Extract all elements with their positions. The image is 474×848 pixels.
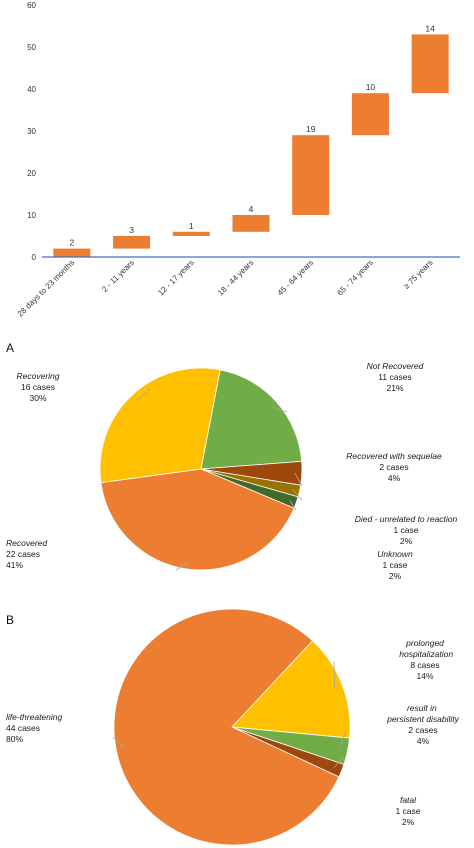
- bar-data-label: 2: [69, 238, 74, 248]
- leader-line: [175, 561, 189, 571]
- y-tick-label: 0: [32, 253, 37, 262]
- y-tick-label: 30: [27, 127, 36, 136]
- slice-percent-label: 80%: [6, 734, 23, 744]
- waterfall-bar: [53, 248, 91, 257]
- slice-name-label: Not Recovered: [367, 361, 424, 371]
- pie-slice: [113, 608, 340, 846]
- slice-count-label: 2 cases: [408, 725, 437, 735]
- slice-label: Unknown 1 case 2%: [377, 549, 413, 581]
- y-tick-label: 10: [27, 211, 36, 220]
- slice-label: life-threatening 44 cases 80%: [6, 712, 63, 744]
- panel-label: B: [6, 613, 14, 627]
- slice-name-label: fatal: [400, 795, 417, 805]
- slice-percent-label: 4%: [388, 473, 401, 483]
- y-tick-label: 20: [27, 169, 36, 178]
- y-tick-label: 60: [27, 1, 36, 10]
- pie-slice: [200, 369, 303, 470]
- bar-data-label: 4: [249, 204, 254, 214]
- leader-line: [270, 406, 288, 413]
- slice-label: Recovered 22 cases 41%: [6, 538, 47, 570]
- slice-count-label: 11 cases: [378, 372, 411, 382]
- slice-percent-label: 2%: [402, 817, 415, 827]
- slice-count-label: 16 cases: [21, 382, 55, 392]
- y-tick-label: 40: [27, 85, 36, 94]
- x-tick-label: 12 - 17 years: [156, 258, 195, 297]
- slice-percent-label: 21%: [386, 383, 403, 393]
- panel-label: A: [6, 341, 14, 355]
- slice-percent-label: 41%: [6, 560, 23, 570]
- slice-percent-label: 2%: [400, 536, 413, 546]
- waterfall-bar: [113, 236, 151, 249]
- x-tick-label: 28 days to 23 months: [16, 258, 76, 318]
- slice-percent-label: 4%: [417, 736, 430, 746]
- slice-count-label: 8 cases: [410, 660, 439, 670]
- slice-label: result in persistent disability 2 cases 4%: [386, 703, 460, 746]
- slice-percent-label: 2%: [389, 571, 402, 581]
- slice-name-label: Unknown: [377, 549, 413, 559]
- x-tick-label: 45 - 64 years: [276, 258, 315, 297]
- x-tick-label: 65 - 74 years: [335, 258, 374, 297]
- slice-count-label: 1 case: [395, 806, 420, 816]
- slice-name-label: Recovering: [17, 371, 60, 381]
- x-tick-label: 18 - 44 years: [216, 258, 255, 297]
- slice-label: Recovered with sequelae 2 cases 4%: [346, 451, 442, 483]
- leader-line: [338, 732, 346, 750]
- slice-name-label: result in: [407, 703, 439, 713]
- waterfall-chart: 0 10 20 30 40 50 60 2 28 days to 23 months 3 2 - 1…: [16, 1, 460, 319]
- x-tick-label: 2 - 11 years: [100, 258, 136, 294]
- slice-name-label: life-threatening: [6, 712, 63, 722]
- bar-data-label: 14: [425, 23, 435, 33]
- slice-name-label-cont: hospitalization: [397, 649, 454, 659]
- slice-count-label: 1 case: [382, 560, 407, 570]
- waterfall-bar: [232, 215, 270, 232]
- x-tick-label: ≥ 75 years: [402, 258, 435, 291]
- slice-percent-label: 14%: [416, 671, 433, 681]
- pie-slice: [99, 367, 221, 484]
- slice-percent-label: 30%: [29, 393, 46, 403]
- slice-count-label: 44 cases: [6, 723, 40, 733]
- waterfall-bar: [292, 135, 330, 215]
- bar-data-label: 3: [129, 225, 134, 235]
- slice-count-label: 2 cases: [379, 462, 408, 472]
- waterfall-bar: [351, 93, 389, 136]
- slice-name-label: prolonged: [405, 638, 444, 648]
- slice-name-label-cont: persistent disability: [386, 714, 460, 724]
- leader-line: [333, 756, 345, 768]
- slice-label: Not Recovered 11 cases 21%: [367, 361, 424, 393]
- slice-label: prolonged hospitalization 8 cases 14%: [397, 638, 454, 681]
- bar-data-label: 1: [189, 221, 194, 231]
- pie-chart-a: A Not Recovered 11 cases 21% Recovered with …: [6, 341, 458, 581]
- slice-name-label: Recovered: [6, 538, 47, 548]
- waterfall-bar: [172, 231, 210, 236]
- leader-line: [289, 500, 297, 511]
- slice-label: fatal 1 case 2%: [395, 795, 420, 827]
- leader-line: [294, 472, 303, 487]
- leader-line: [333, 660, 335, 689]
- slice-name-label: Died - unrelated to reaction: [355, 514, 458, 524]
- pie-slice: [231, 640, 351, 739]
- bar-data-label: 10: [366, 82, 376, 92]
- slice-label: Recovering 16 cases 30%: [17, 371, 60, 403]
- slice-label: Died - unrelated to reaction 1 case 2%: [355, 514, 458, 546]
- pie-slice: [100, 468, 295, 571]
- y-tick-label: 50: [27, 43, 36, 52]
- leader-line: [136, 388, 151, 402]
- slice-count-label: 22 cases: [6, 549, 40, 559]
- waterfall-bar: [411, 34, 449, 94]
- slice-count-label: 1 case: [393, 525, 418, 535]
- leader-line: [112, 736, 125, 749]
- bar-data-label: 19: [306, 124, 316, 134]
- slice-name-label: Recovered with sequelae: [346, 451, 442, 461]
- leader-line: [292, 489, 303, 501]
